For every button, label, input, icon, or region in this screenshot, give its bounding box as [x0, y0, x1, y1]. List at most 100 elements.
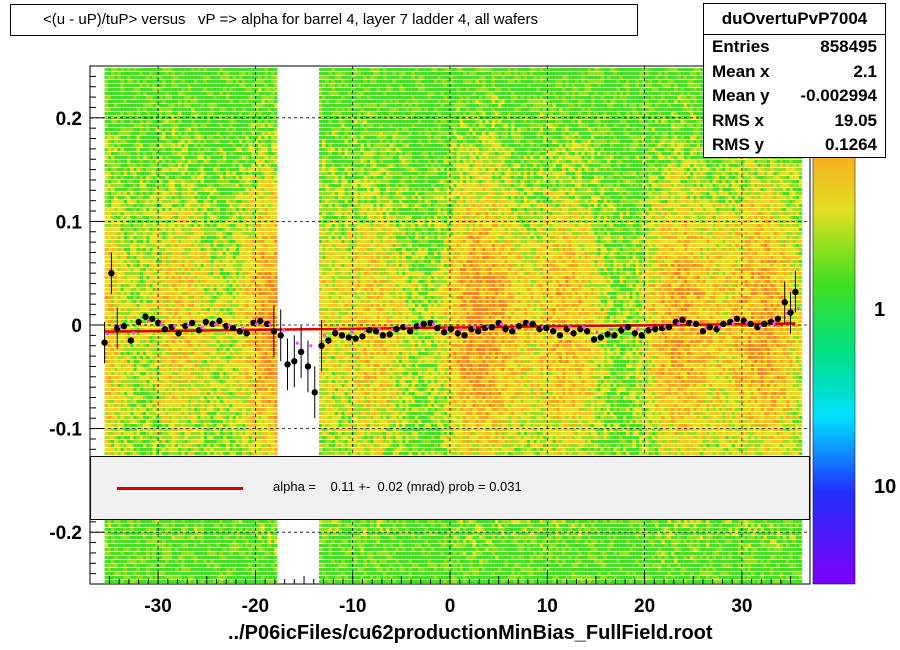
heat-cell: [121, 236, 124, 239]
heat-cell: [121, 528, 124, 531]
heat-cell: [188, 84, 191, 87]
heat-cell: [156, 296, 159, 299]
heat-cell: [149, 408, 152, 411]
heat-cell: [111, 88, 114, 91]
heat-cell: [146, 128, 149, 131]
heat-cell: [124, 224, 127, 227]
heat-cell: [175, 392, 178, 395]
heat-cell: [191, 128, 194, 131]
heat-cell: [149, 280, 152, 283]
heat-cell: [191, 256, 194, 259]
heat-cell: [191, 340, 194, 343]
heat-cell: [194, 276, 197, 279]
heat-cell: [127, 244, 130, 247]
heat-cell: [175, 300, 178, 303]
heat-cell: [143, 404, 146, 407]
heat-cell: [185, 308, 188, 311]
heat-cell: [169, 544, 172, 547]
heat-cell: [137, 232, 140, 235]
heat-cell: [162, 80, 165, 83]
heat-cell: [105, 576, 108, 579]
heat-cell: [178, 324, 181, 327]
heat-cell: [127, 288, 130, 291]
heat-cell: [146, 308, 149, 311]
heat-cell: [194, 372, 197, 375]
heat-cell: [133, 72, 136, 75]
heat-cell: [153, 208, 156, 211]
heat-cell: [162, 252, 165, 255]
heat-cell: [127, 296, 130, 299]
heat-cell: [162, 524, 165, 527]
heat-cell: [191, 216, 194, 219]
heat-cell: [149, 232, 152, 235]
heat-cell: [188, 120, 191, 123]
heat-cell: [185, 152, 188, 155]
heat-cell: [172, 208, 175, 211]
heat-cell: [175, 520, 178, 523]
heat-cell: [169, 68, 172, 71]
heat-cell: [172, 356, 175, 359]
heat-cell: [114, 388, 117, 391]
heat-cell: [124, 176, 127, 179]
heat-cell: [146, 180, 149, 183]
heat-cell: [175, 560, 178, 563]
heat-cell: [194, 352, 197, 355]
heat-cell: [191, 264, 194, 267]
heat-cell: [172, 316, 175, 319]
heat-cell: [159, 360, 162, 363]
heat-cell: [194, 184, 197, 187]
heat-cell: [169, 520, 172, 523]
heat-cell: [143, 348, 146, 351]
heat-cell: [127, 576, 130, 579]
heat-cell: [121, 360, 124, 363]
heat-cell: [156, 360, 159, 363]
heat-cell: [149, 192, 152, 195]
heat-cell: [140, 572, 143, 575]
heat-cell: [137, 260, 140, 263]
heat-cell: [172, 400, 175, 403]
heat-cell: [169, 136, 172, 139]
heat-cell: [156, 348, 159, 351]
heat-cell: [188, 524, 191, 527]
heat-cell: [140, 112, 143, 115]
heat-cell: [117, 416, 120, 419]
heat-cell: [121, 124, 124, 127]
heat-cell: [124, 580, 127, 583]
heat-cell: [124, 404, 127, 407]
heat-cell: [175, 164, 178, 167]
heat-cell: [143, 448, 146, 451]
heat-cell: [188, 244, 191, 247]
heat-cell: [146, 172, 149, 175]
heat-cell: [108, 396, 111, 399]
heat-cell: [172, 180, 175, 183]
heat-cell: [111, 424, 114, 427]
heat-cell: [175, 348, 178, 351]
heat-cell: [124, 568, 127, 571]
heat-cell: [124, 320, 127, 323]
heat-cell: [117, 448, 120, 451]
heat-cell: [194, 160, 197, 163]
heat-cell: [159, 112, 162, 115]
heat-cell: [149, 556, 152, 559]
heat-cell: [137, 404, 140, 407]
heat-cell: [146, 272, 149, 275]
heat-cell: [178, 564, 181, 567]
heat-cell: [117, 176, 120, 179]
heat-cell: [169, 552, 172, 555]
heat-cell: [172, 140, 175, 143]
heat-cell: [111, 152, 114, 155]
heat-cell: [105, 164, 108, 167]
heat-cell: [191, 136, 194, 139]
heat-cell: [130, 120, 133, 123]
heat-cell: [165, 360, 168, 363]
heat-cell: [175, 212, 178, 215]
heat-cell: [153, 268, 156, 271]
heat-cell: [188, 576, 191, 579]
heat-cell: [188, 260, 191, 263]
heat-cell: [143, 148, 146, 151]
heat-cell: [159, 244, 162, 247]
heat-cell: [121, 372, 124, 375]
heat-cell: [133, 96, 136, 99]
heat-cell: [169, 240, 172, 243]
heat-cell: [194, 132, 197, 135]
